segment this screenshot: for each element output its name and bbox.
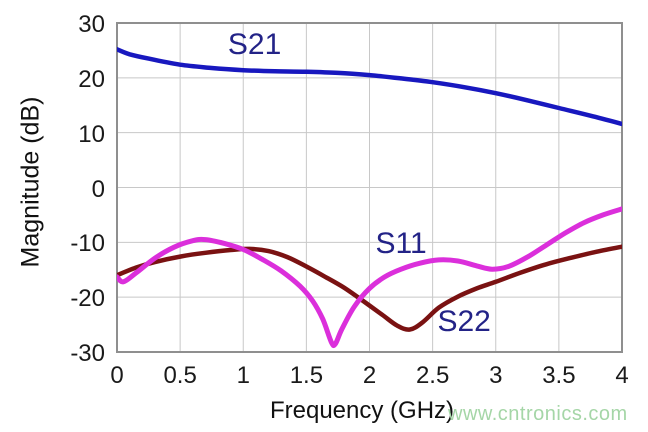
series-label-s21: S21 (227, 28, 282, 62)
x-tick-label: 0 (110, 362, 124, 389)
series-label-s11: S11 (375, 226, 427, 260)
x-tick-label: 1.5 (289, 362, 324, 389)
x-tick-label: 2 (362, 362, 377, 389)
y-tick-label: -20 (70, 285, 105, 313)
s21-curve (117, 47, 622, 127)
x-tick-label: 2.5 (415, 362, 450, 389)
x-tick-label: 1 (236, 362, 250, 389)
y-tick-label: -10 (70, 230, 105, 258)
y-tick-label: 10 (78, 120, 105, 148)
y-tick-label: 30 (78, 11, 105, 38)
s22-curve (117, 244, 622, 332)
y-tick-label: 0 (91, 175, 105, 203)
watermark-text: www.cntronics.com (448, 403, 628, 425)
y-tick-label: -30 (70, 340, 105, 367)
x-tick-label: 4 (615, 362, 629, 389)
x-tick-label: 3 (489, 362, 503, 389)
y-tick-label: 20 (78, 65, 105, 93)
s11-curve (117, 206, 622, 349)
series-label-s22: S22 (437, 304, 491, 338)
x-tick-label: 0.5 (163, 362, 197, 389)
x-tick-label: 3.5 (542, 362, 576, 389)
plot-border (116, 22, 623, 353)
y-axis-title: Magnitude (dB) (16, 96, 45, 268)
x-axis-title: Frequency (GHz) (269, 397, 455, 424)
